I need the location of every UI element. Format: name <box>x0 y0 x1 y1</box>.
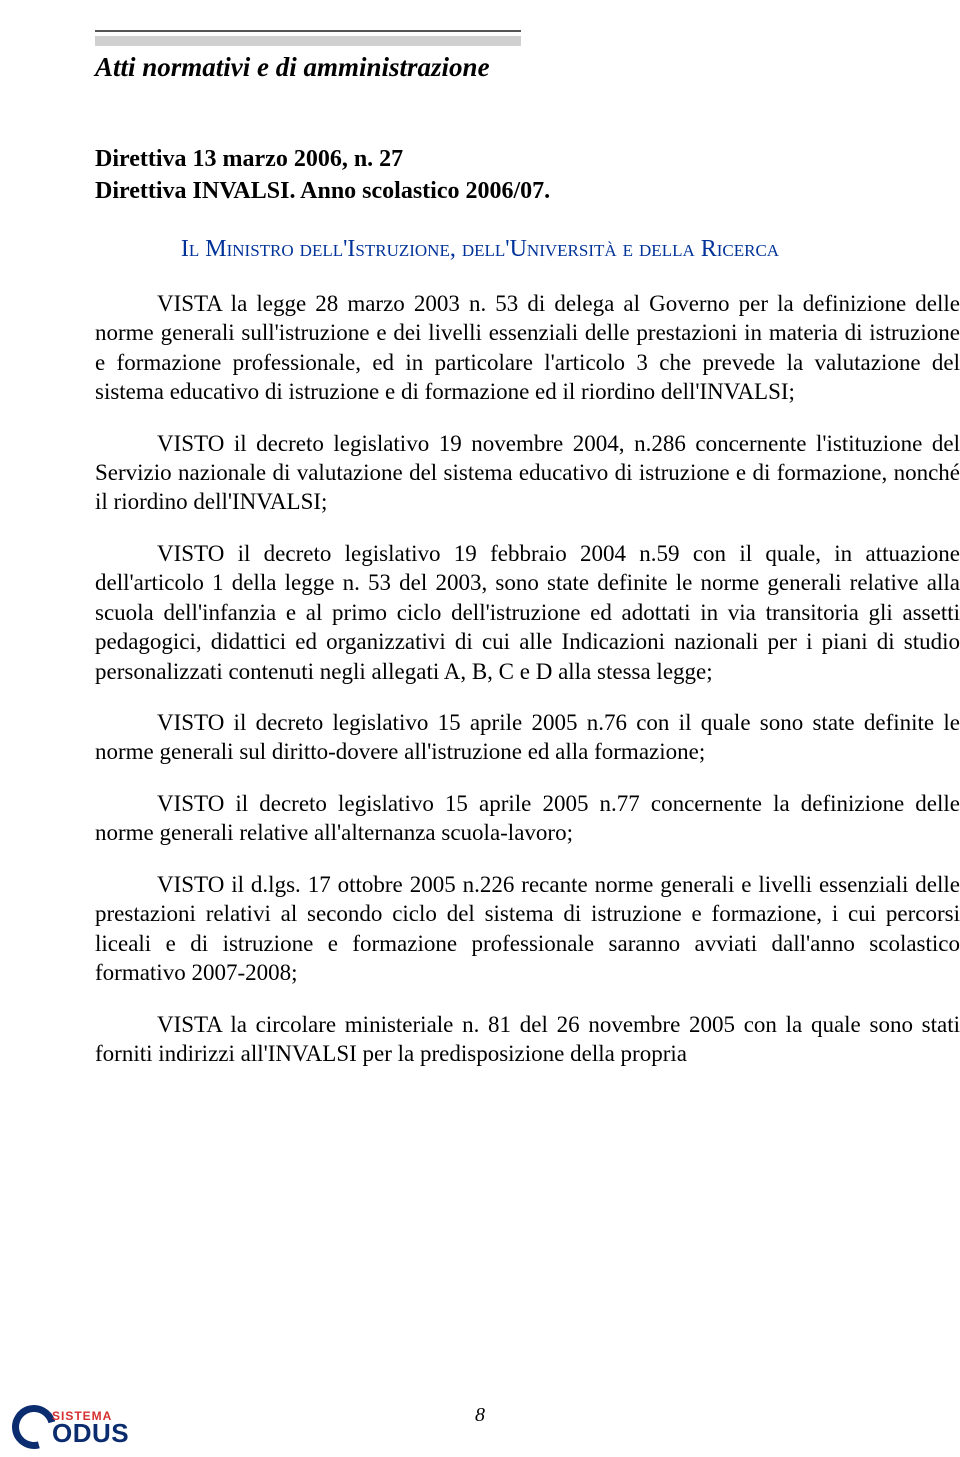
paragraph-2-text: VISTO il decreto legislativo 19 novembre… <box>95 431 960 515</box>
logo-text-odus: ODUS <box>52 1418 129 1449</box>
paragraph-1-text: VISTA la legge 28 marzo 2003 n. 53 di de… <box>95 291 960 404</box>
doc-title-line-1: Direttiva 13 marzo 2006, n. 27 <box>95 146 403 172</box>
paragraph-4-text: VISTO il decreto legislativo 15 aprile 2… <box>95 710 960 764</box>
paragraph-3-text: VISTO il decreto legislativo 19 febbraio… <box>95 541 960 684</box>
paragraph-7: VISTA la circolare ministeriale n. 81 de… <box>95 1010 960 1069</box>
header-rule-light <box>95 36 521 46</box>
paragraph-1: VISTA la legge 28 marzo 2003 n. 53 di de… <box>95 289 960 407</box>
doc-title-line-2: Direttiva INVALSI. Anno scolastico 2006/… <box>95 178 550 204</box>
paragraph-7-text: VISTA la circolare ministeriale n. 81 de… <box>95 1012 960 1066</box>
paragraph-5-text: VISTO il decreto legislativo 15 aprile 2… <box>95 791 960 845</box>
section-title: Atti normativi e di amministrazione <box>95 52 960 83</box>
paragraph-3: VISTO il decreto legislativo 19 febbraio… <box>95 539 960 686</box>
paragraph-6-text: VISTO il d.lgs. 17 ottobre 2005 n.226 re… <box>95 872 960 985</box>
header-rule-dark <box>95 30 521 32</box>
document-title: Direttiva 13 marzo 2006, n. 27 Direttiva… <box>95 143 960 208</box>
paragraph-4: VISTO il decreto legislativo 15 aprile 2… <box>95 708 960 767</box>
brand-logo: SISTEMA ODUS <box>12 1397 172 1451</box>
body-text: VISTA la legge 28 marzo 2003 n. 53 di de… <box>95 289 960 1069</box>
paragraph-5: VISTO il decreto legislativo 15 aprile 2… <box>95 789 960 848</box>
authority-line: Il Ministro dell'Istruzione, dell'Univer… <box>0 236 960 263</box>
paragraph-6: VISTO il d.lgs. 17 ottobre 2005 n.226 re… <box>95 870 960 988</box>
paragraph-2: VISTO il decreto legislativo 19 novembre… <box>95 429 960 517</box>
